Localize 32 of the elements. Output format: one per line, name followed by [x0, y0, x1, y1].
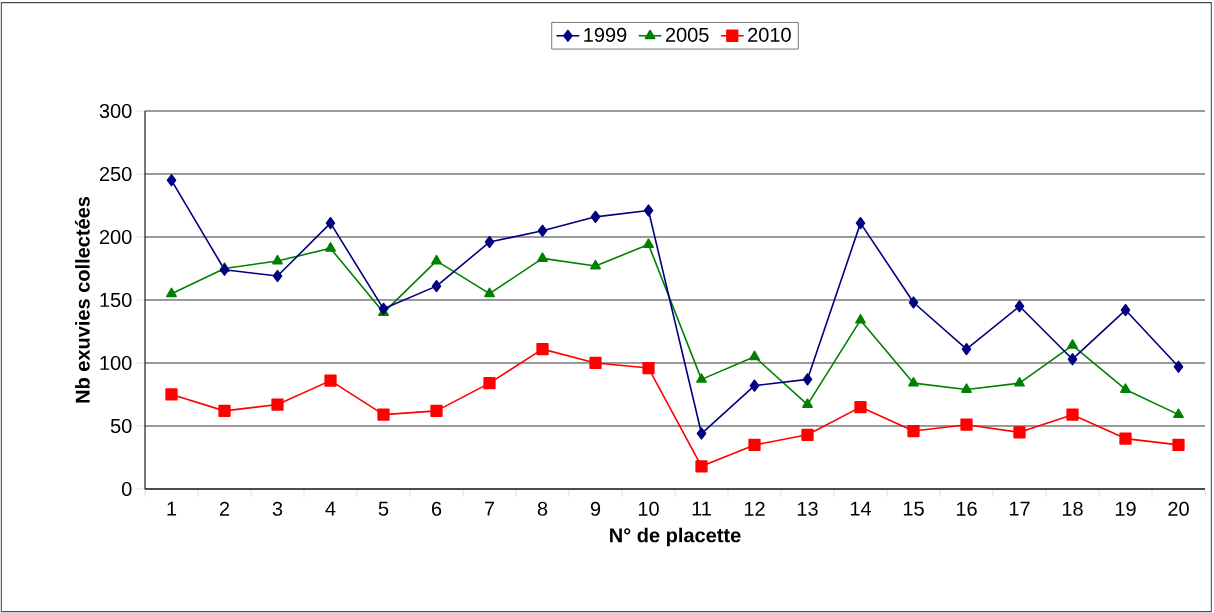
x-tick-label: 4 — [325, 501, 336, 516]
x-tick-label: 16 — [956, 501, 977, 516]
x-tick-label: 3 — [272, 501, 283, 516]
y-axis-title: Nb exuvies collectées — [74, 196, 90, 403]
y-tick-label: 250 — [99, 166, 132, 182]
legend-label: 1999 — [584, 27, 627, 42]
x-tick-label: 7 — [484, 501, 495, 516]
x-tick-label: 10 — [638, 501, 659, 516]
x-tick-label: 17 — [1009, 501, 1030, 516]
y-tick-label: 0 — [121, 481, 132, 497]
x-tick-label: 11 — [692, 501, 711, 516]
x-tick-label: 20 — [1168, 501, 1189, 516]
x-tick-label: 18 — [1062, 501, 1083, 516]
x-tick-label: 6 — [431, 501, 442, 516]
x-tick-label: 2 — [219, 501, 230, 516]
y-tick-label: 150 — [100, 292, 132, 308]
x-tick-label: 5 — [378, 501, 389, 516]
x-tick-label: 15 — [903, 501, 924, 516]
x-tick-label: 14 — [850, 501, 872, 516]
x-tick-label: 8 — [537, 501, 548, 516]
x-tick-label: 1 — [167, 501, 177, 516]
x-axis-title: N° de placette — [610, 527, 741, 547]
x-tick-label: 13 — [797, 501, 818, 516]
x-tick-label: 19 — [1115, 501, 1136, 516]
legend-label: 2005 — [665, 27, 709, 42]
x-tick-label: 12 — [744, 501, 765, 516]
x-tick-label: 9 — [590, 501, 601, 516]
y-tick-label: 50 — [110, 418, 132, 434]
y-tick-label: 100 — [100, 355, 132, 371]
legend-label: 2010 — [748, 27, 791, 42]
y-tick-label: 200 — [99, 229, 132, 245]
y-tick-label: 300 — [99, 103, 132, 119]
